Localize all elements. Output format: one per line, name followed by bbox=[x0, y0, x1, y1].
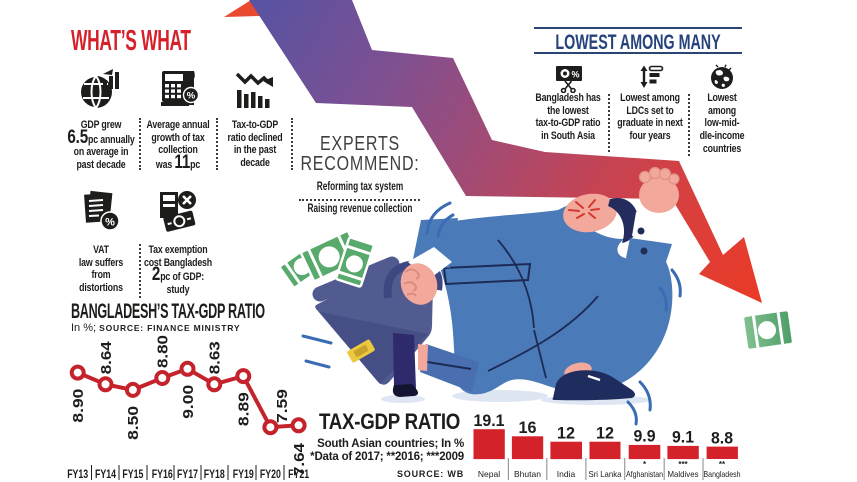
svg-text:FY19: FY19 bbox=[233, 467, 254, 481]
svg-text:7.64: 7.64 bbox=[292, 443, 308, 476]
svg-text:8.63: 8.63 bbox=[208, 341, 224, 374]
svg-text:%: % bbox=[187, 91, 196, 102]
svg-text:FY16: FY16 bbox=[152, 467, 173, 481]
svg-text:16: 16 bbox=[519, 419, 537, 437]
svg-text:*: * bbox=[643, 460, 647, 469]
svg-text:***: *** bbox=[678, 460, 688, 469]
svg-text:FY15: FY15 bbox=[122, 467, 143, 481]
svg-text:7.59: 7.59 bbox=[275, 389, 291, 423]
svg-text:Afghanistan: Afghanistan bbox=[626, 469, 663, 479]
svg-text:12: 12 bbox=[596, 425, 614, 443]
svg-text:Sri Lanka: Sri Lanka bbox=[589, 469, 622, 479]
svg-text:FY18: FY18 bbox=[204, 467, 225, 481]
svg-text:19.1: 19.1 bbox=[474, 412, 505, 430]
svg-text:Nepal: Nepal bbox=[478, 469, 500, 479]
svg-text:8.89: 8.89 bbox=[237, 392, 253, 426]
svg-text:FY21: FY21 bbox=[288, 467, 309, 481]
svg-text:9.00: 9.00 bbox=[181, 385, 197, 419]
svg-text:%: % bbox=[571, 70, 579, 80]
svg-text:FY17: FY17 bbox=[177, 467, 198, 481]
svg-text:8.50: 8.50 bbox=[126, 406, 142, 440]
svg-text:FY20: FY20 bbox=[260, 467, 281, 481]
svg-text:FY14: FY14 bbox=[95, 467, 116, 481]
svg-text:9.1: 9.1 bbox=[672, 429, 694, 447]
svg-text:India: India bbox=[557, 469, 576, 479]
svg-text:9.9: 9.9 bbox=[634, 428, 656, 446]
svg-text:Bhutan: Bhutan bbox=[514, 469, 541, 479]
svg-text:8.64: 8.64 bbox=[99, 341, 115, 374]
svg-text:12: 12 bbox=[557, 425, 575, 443]
svg-text:8.8: 8.8 bbox=[711, 430, 733, 448]
svg-text:**: ** bbox=[719, 460, 726, 469]
svg-text:Maldives: Maldives bbox=[668, 469, 699, 479]
svg-text:%: % bbox=[105, 217, 115, 229]
svg-text:8.80: 8.80 bbox=[156, 335, 172, 368]
svg-text:8.90: 8.90 bbox=[71, 389, 87, 423]
svg-text:Bangladesh: Bangladesh bbox=[704, 469, 741, 479]
svg-text:FY13: FY13 bbox=[67, 467, 88, 481]
